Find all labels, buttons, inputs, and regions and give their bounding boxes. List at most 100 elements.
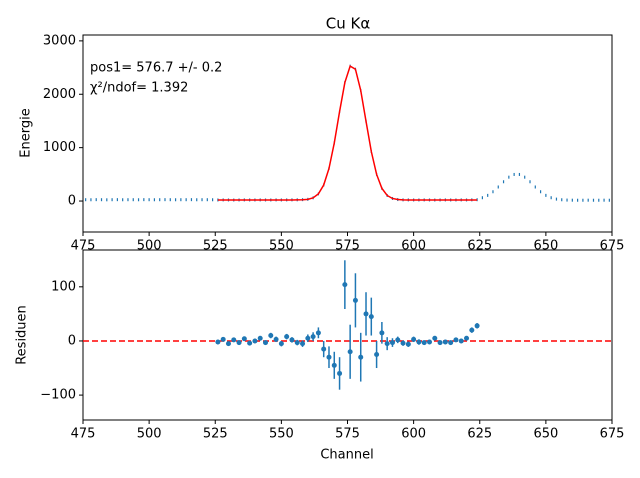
data-point <box>582 198 584 202</box>
residual-point <box>379 330 385 336</box>
residual-point <box>215 339 221 345</box>
data-point <box>206 198 208 202</box>
x-tick-label: 575 <box>335 239 360 254</box>
data-point <box>508 175 510 179</box>
data-point <box>159 198 161 202</box>
residual-point <box>411 336 417 342</box>
residual-point <box>241 336 247 342</box>
data-point <box>566 198 568 202</box>
residual-point <box>331 362 337 368</box>
data-point <box>100 198 103 202</box>
x-tick-label: 600 <box>401 427 426 442</box>
residual-point <box>405 341 411 347</box>
residual-point <box>442 339 448 345</box>
chart-title: Cu Kα <box>326 15 371 33</box>
x-tick-label: 625 <box>467 427 492 442</box>
residual-point <box>220 336 226 342</box>
residual-point <box>263 340 269 346</box>
residual-point <box>368 314 374 320</box>
residual-point <box>326 354 332 360</box>
plot-frame <box>82 249 613 421</box>
data-point <box>592 198 595 202</box>
residual-point <box>225 341 231 347</box>
residual-point <box>321 346 327 352</box>
residual-point <box>252 338 258 344</box>
data-point <box>518 172 521 176</box>
data-point <box>492 190 494 194</box>
residual-point <box>231 337 237 343</box>
data-point <box>529 180 531 184</box>
residual-point <box>464 335 470 341</box>
y-tick-label: 3000 <box>43 33 76 48</box>
data-point <box>545 193 547 197</box>
data-point <box>555 197 558 201</box>
x-tick-label: 525 <box>203 427 228 442</box>
y-tick-label: 1000 <box>43 140 76 155</box>
data-point <box>539 190 542 194</box>
y-tick-label: 0 <box>68 194 76 209</box>
data-point <box>127 198 129 202</box>
data-point <box>212 198 214 202</box>
data-point <box>561 198 563 202</box>
residual-point <box>395 337 401 343</box>
y-tick-label: 2000 <box>43 87 76 102</box>
residual-point <box>257 335 263 341</box>
data-point <box>513 172 515 176</box>
data-point <box>497 185 499 189</box>
data-point <box>487 193 489 197</box>
x-tick-label: 550 <box>269 239 294 254</box>
data-point <box>106 198 108 202</box>
data-point <box>137 198 140 202</box>
x-tick-label: 600 <box>401 239 426 254</box>
x-tick-label: 475 <box>71 427 96 442</box>
x-tick-label: 550 <box>269 427 294 442</box>
residual-point <box>342 282 348 288</box>
residual-point <box>358 354 364 360</box>
y-axis-label: Energie <box>19 108 34 157</box>
data-point <box>90 198 92 202</box>
data-point <box>481 196 483 200</box>
residual-point <box>416 339 422 345</box>
data-point <box>603 198 605 202</box>
residual-point <box>384 341 390 347</box>
data-point <box>587 198 589 202</box>
residual-point <box>310 334 316 340</box>
y-tick-label: 100 <box>51 279 76 294</box>
residual-point <box>236 340 242 346</box>
residual-point <box>268 333 274 339</box>
y-tick-label: −100 <box>40 388 76 403</box>
residual-point <box>426 339 432 345</box>
residual-point <box>437 340 443 346</box>
data-point <box>180 198 182 202</box>
x-tick-label: 575 <box>335 427 360 442</box>
data-point <box>550 196 552 200</box>
residual-point <box>337 370 343 376</box>
data-point <box>598 198 600 202</box>
data-point <box>164 198 166 202</box>
data-point <box>534 185 536 189</box>
residual-point <box>363 311 369 317</box>
data-point <box>185 198 187 202</box>
data-point <box>608 198 610 202</box>
residual-point <box>300 341 306 347</box>
data-point <box>174 198 177 202</box>
residual-point <box>284 334 290 340</box>
data-point <box>169 198 171 202</box>
data-point <box>153 198 156 202</box>
x-tick-label: 500 <box>137 239 162 254</box>
residual-point <box>347 349 353 355</box>
data-point <box>201 198 203 202</box>
x-tick-label: 650 <box>533 427 558 442</box>
residual-point <box>374 351 380 357</box>
residual-point <box>453 337 459 343</box>
fit-line <box>217 65 478 201</box>
x-tick-label: 625 <box>467 239 492 254</box>
data-point <box>502 180 505 184</box>
residual-point <box>469 327 475 333</box>
residual-point <box>474 323 480 329</box>
residual-point <box>278 341 284 347</box>
x-axis-label: Channel <box>320 448 373 463</box>
data-point <box>577 198 579 202</box>
data-point <box>143 198 145 202</box>
residual-point <box>389 340 395 346</box>
